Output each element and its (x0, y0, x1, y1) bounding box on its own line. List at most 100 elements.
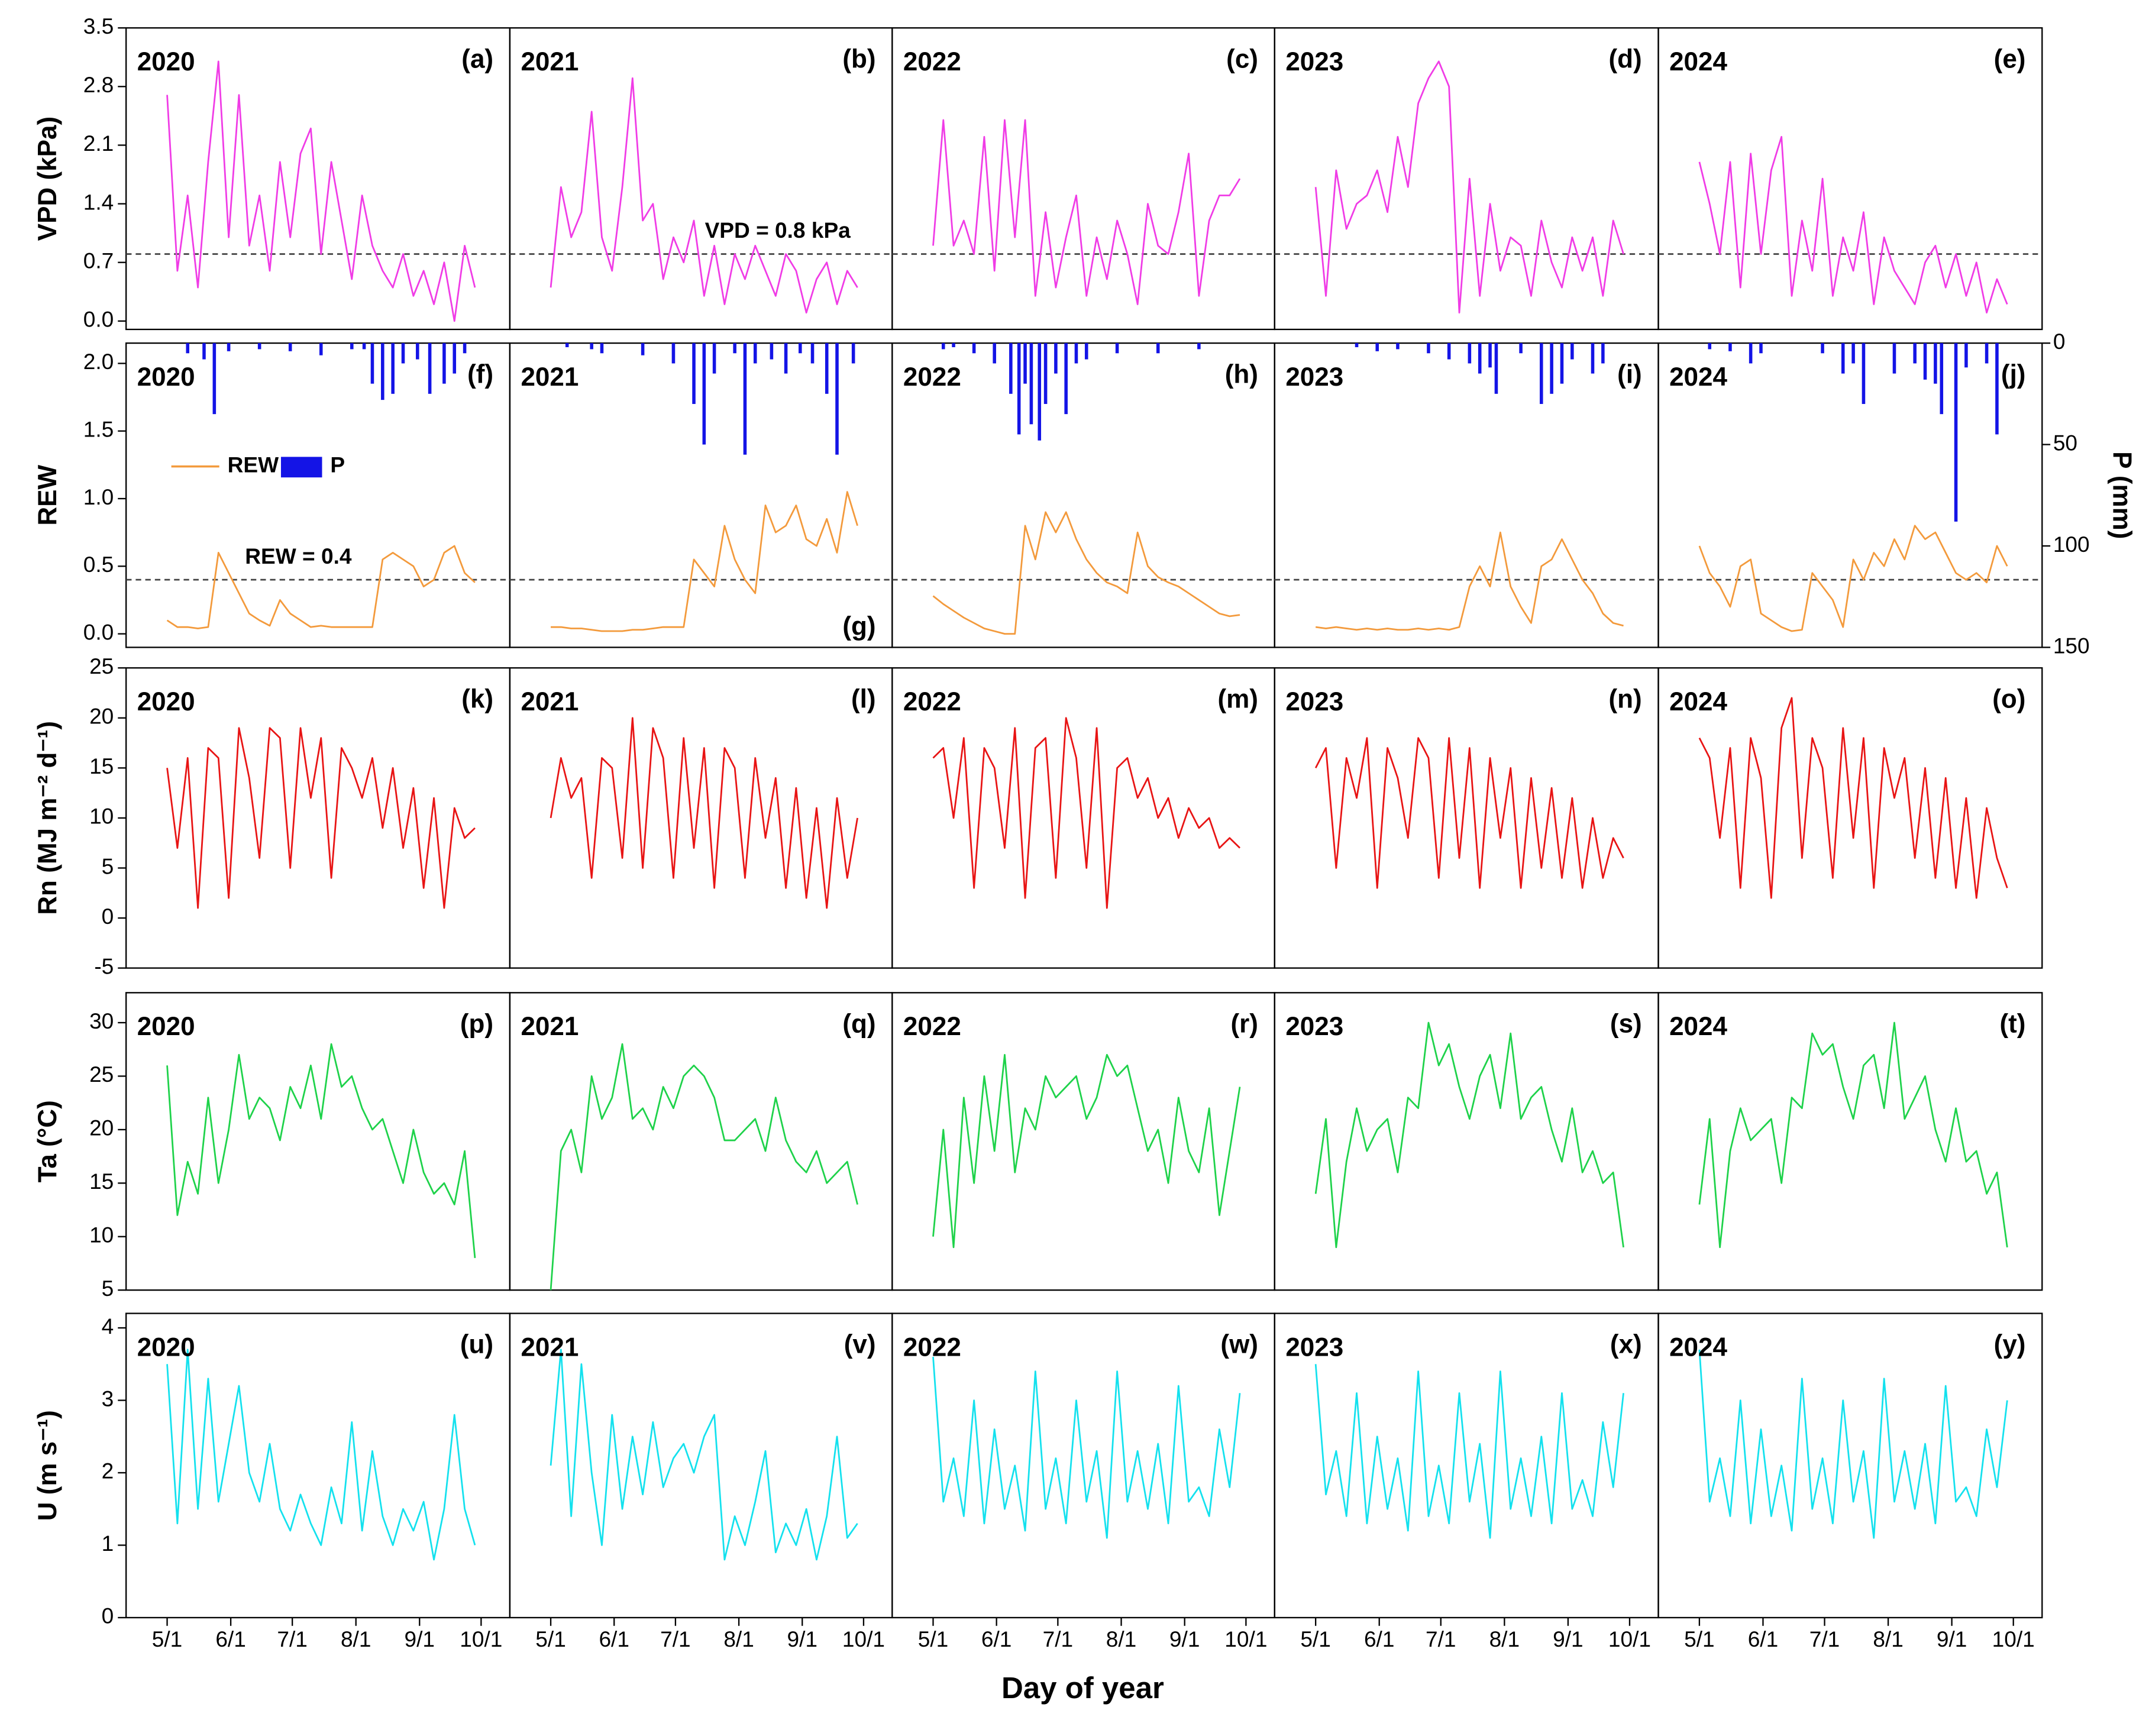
precip-bar (810, 343, 815, 364)
x-tick-label: 10/1 (1992, 1627, 2035, 1651)
precip-bar (1821, 343, 1824, 354)
year-label: 2021 (521, 1012, 579, 1041)
legend-label: REW (228, 452, 279, 477)
data-line (1698, 697, 2008, 899)
x-tick-label: 5/1 (535, 1627, 566, 1651)
precip-bar (1550, 343, 1553, 394)
y-tick-label: 5 (102, 854, 114, 878)
precip-bar (590, 343, 593, 350)
precip-bar (1560, 343, 1564, 384)
data-line (1314, 1364, 1624, 1539)
x-tick-label: 7/1 (1043, 1627, 1074, 1651)
panel-label: (n) (1609, 684, 1642, 713)
data-line (1698, 525, 2008, 632)
y-axis-title: VPD (kPa) (33, 117, 62, 241)
precip-bar (1601, 343, 1605, 364)
x-tick-label: 6/1 (981, 1627, 1012, 1651)
precip-bar (1375, 343, 1379, 351)
data-line (550, 1043, 858, 1291)
precip-bar (370, 343, 374, 384)
precip-bar (1447, 343, 1451, 360)
year-label: 2023 (1285, 687, 1343, 716)
precip-bar (1478, 343, 1482, 374)
x-tick-label: 6/1 (1748, 1627, 1779, 1651)
annotation: VPD = 0.8 kPa (705, 218, 851, 243)
precip-bar (1985, 343, 1989, 364)
year-label: 2020 (137, 47, 195, 76)
precip-bar (799, 343, 802, 354)
year-label: 2023 (1285, 47, 1343, 76)
y-tick-label: 0 (102, 904, 114, 929)
data-line (932, 1053, 1241, 1249)
precip-bar (941, 343, 945, 350)
data-line (166, 1043, 476, 1258)
panel-label: (h) (1225, 360, 1258, 389)
precip-bar (1749, 343, 1753, 364)
year-label: 2024 (1669, 1333, 1727, 1362)
precip-bar (565, 343, 569, 347)
data-line (1315, 531, 1624, 631)
x-tick-label: 9/1 (404, 1627, 435, 1651)
y2-tick-label: 50 (2053, 430, 2077, 455)
data-line (550, 717, 858, 909)
precip-bar (952, 343, 955, 347)
panel-label: (j) (2001, 360, 2026, 389)
precip-bar (1841, 343, 1845, 374)
precip-bar (770, 343, 774, 360)
year-label: 2022 (903, 687, 961, 716)
precip-bar (671, 343, 676, 364)
panel-frame (1657, 667, 2043, 969)
data-line (166, 1349, 476, 1561)
precip-bar (362, 343, 366, 350)
panel-label: (c) (1226, 44, 1258, 73)
y2-axis-title: P (mm) (2108, 451, 2137, 539)
precip-bar (1023, 343, 1027, 384)
precip-bar (401, 343, 405, 364)
precip-bar (1728, 343, 1732, 351)
precip-bar (1913, 343, 1917, 364)
panel-label: (k) (461, 684, 493, 713)
year-label: 2020 (137, 363, 195, 392)
precip-bar (350, 343, 354, 350)
y-tick-label: 3 (102, 1386, 114, 1411)
panel-label: (w) (1220, 1330, 1258, 1359)
year-label: 2024 (1669, 47, 1727, 76)
data-line (166, 727, 476, 909)
x-tick-label: 7/1 (1809, 1627, 1840, 1651)
x-tick-label: 6/1 (599, 1627, 629, 1651)
precip-bar (641, 343, 645, 355)
precip-bar (743, 343, 747, 455)
panel-label: (r) (1231, 1010, 1258, 1039)
x-tick-label: 9/1 (1169, 1627, 1200, 1651)
x-tick-label: 7/1 (660, 1627, 691, 1651)
x-tick-label: 5/1 (918, 1627, 949, 1651)
panel-label: (f) (467, 360, 493, 389)
x-tick-label: 9/1 (787, 1627, 817, 1651)
y2-tick-label: 150 (2053, 633, 2090, 658)
precip-bar (1468, 343, 1472, 364)
panel-label: (a) (461, 44, 493, 73)
precip-bar (416, 343, 419, 360)
precip-bar (784, 343, 788, 374)
precip-bar (391, 343, 395, 394)
precip-bar (227, 343, 231, 351)
y-tick-label: 10 (89, 1222, 114, 1247)
panel-frame (1657, 27, 2043, 331)
x-tick-label: 6/1 (215, 1627, 246, 1651)
y-tick-label: 2.0 (83, 349, 114, 374)
y-axis-title: Rn (MJ m⁻² d⁻¹) (33, 721, 62, 915)
precip-bar (1570, 343, 1574, 360)
y-tick-label: 1.4 (83, 189, 114, 214)
y-tick-label: 0.0 (83, 619, 114, 644)
y-tick-label: 15 (89, 754, 114, 778)
year-label: 2021 (521, 1333, 579, 1362)
data-line (550, 1349, 858, 1561)
precip-bar (600, 343, 604, 354)
data-line (1314, 1021, 1624, 1249)
panel-label: (g) (842, 612, 875, 641)
data-line (166, 60, 476, 322)
year-label: 2023 (1285, 363, 1343, 392)
year-label: 2021 (521, 363, 579, 392)
data-line (1698, 1021, 2008, 1249)
precip-bar (428, 343, 432, 394)
